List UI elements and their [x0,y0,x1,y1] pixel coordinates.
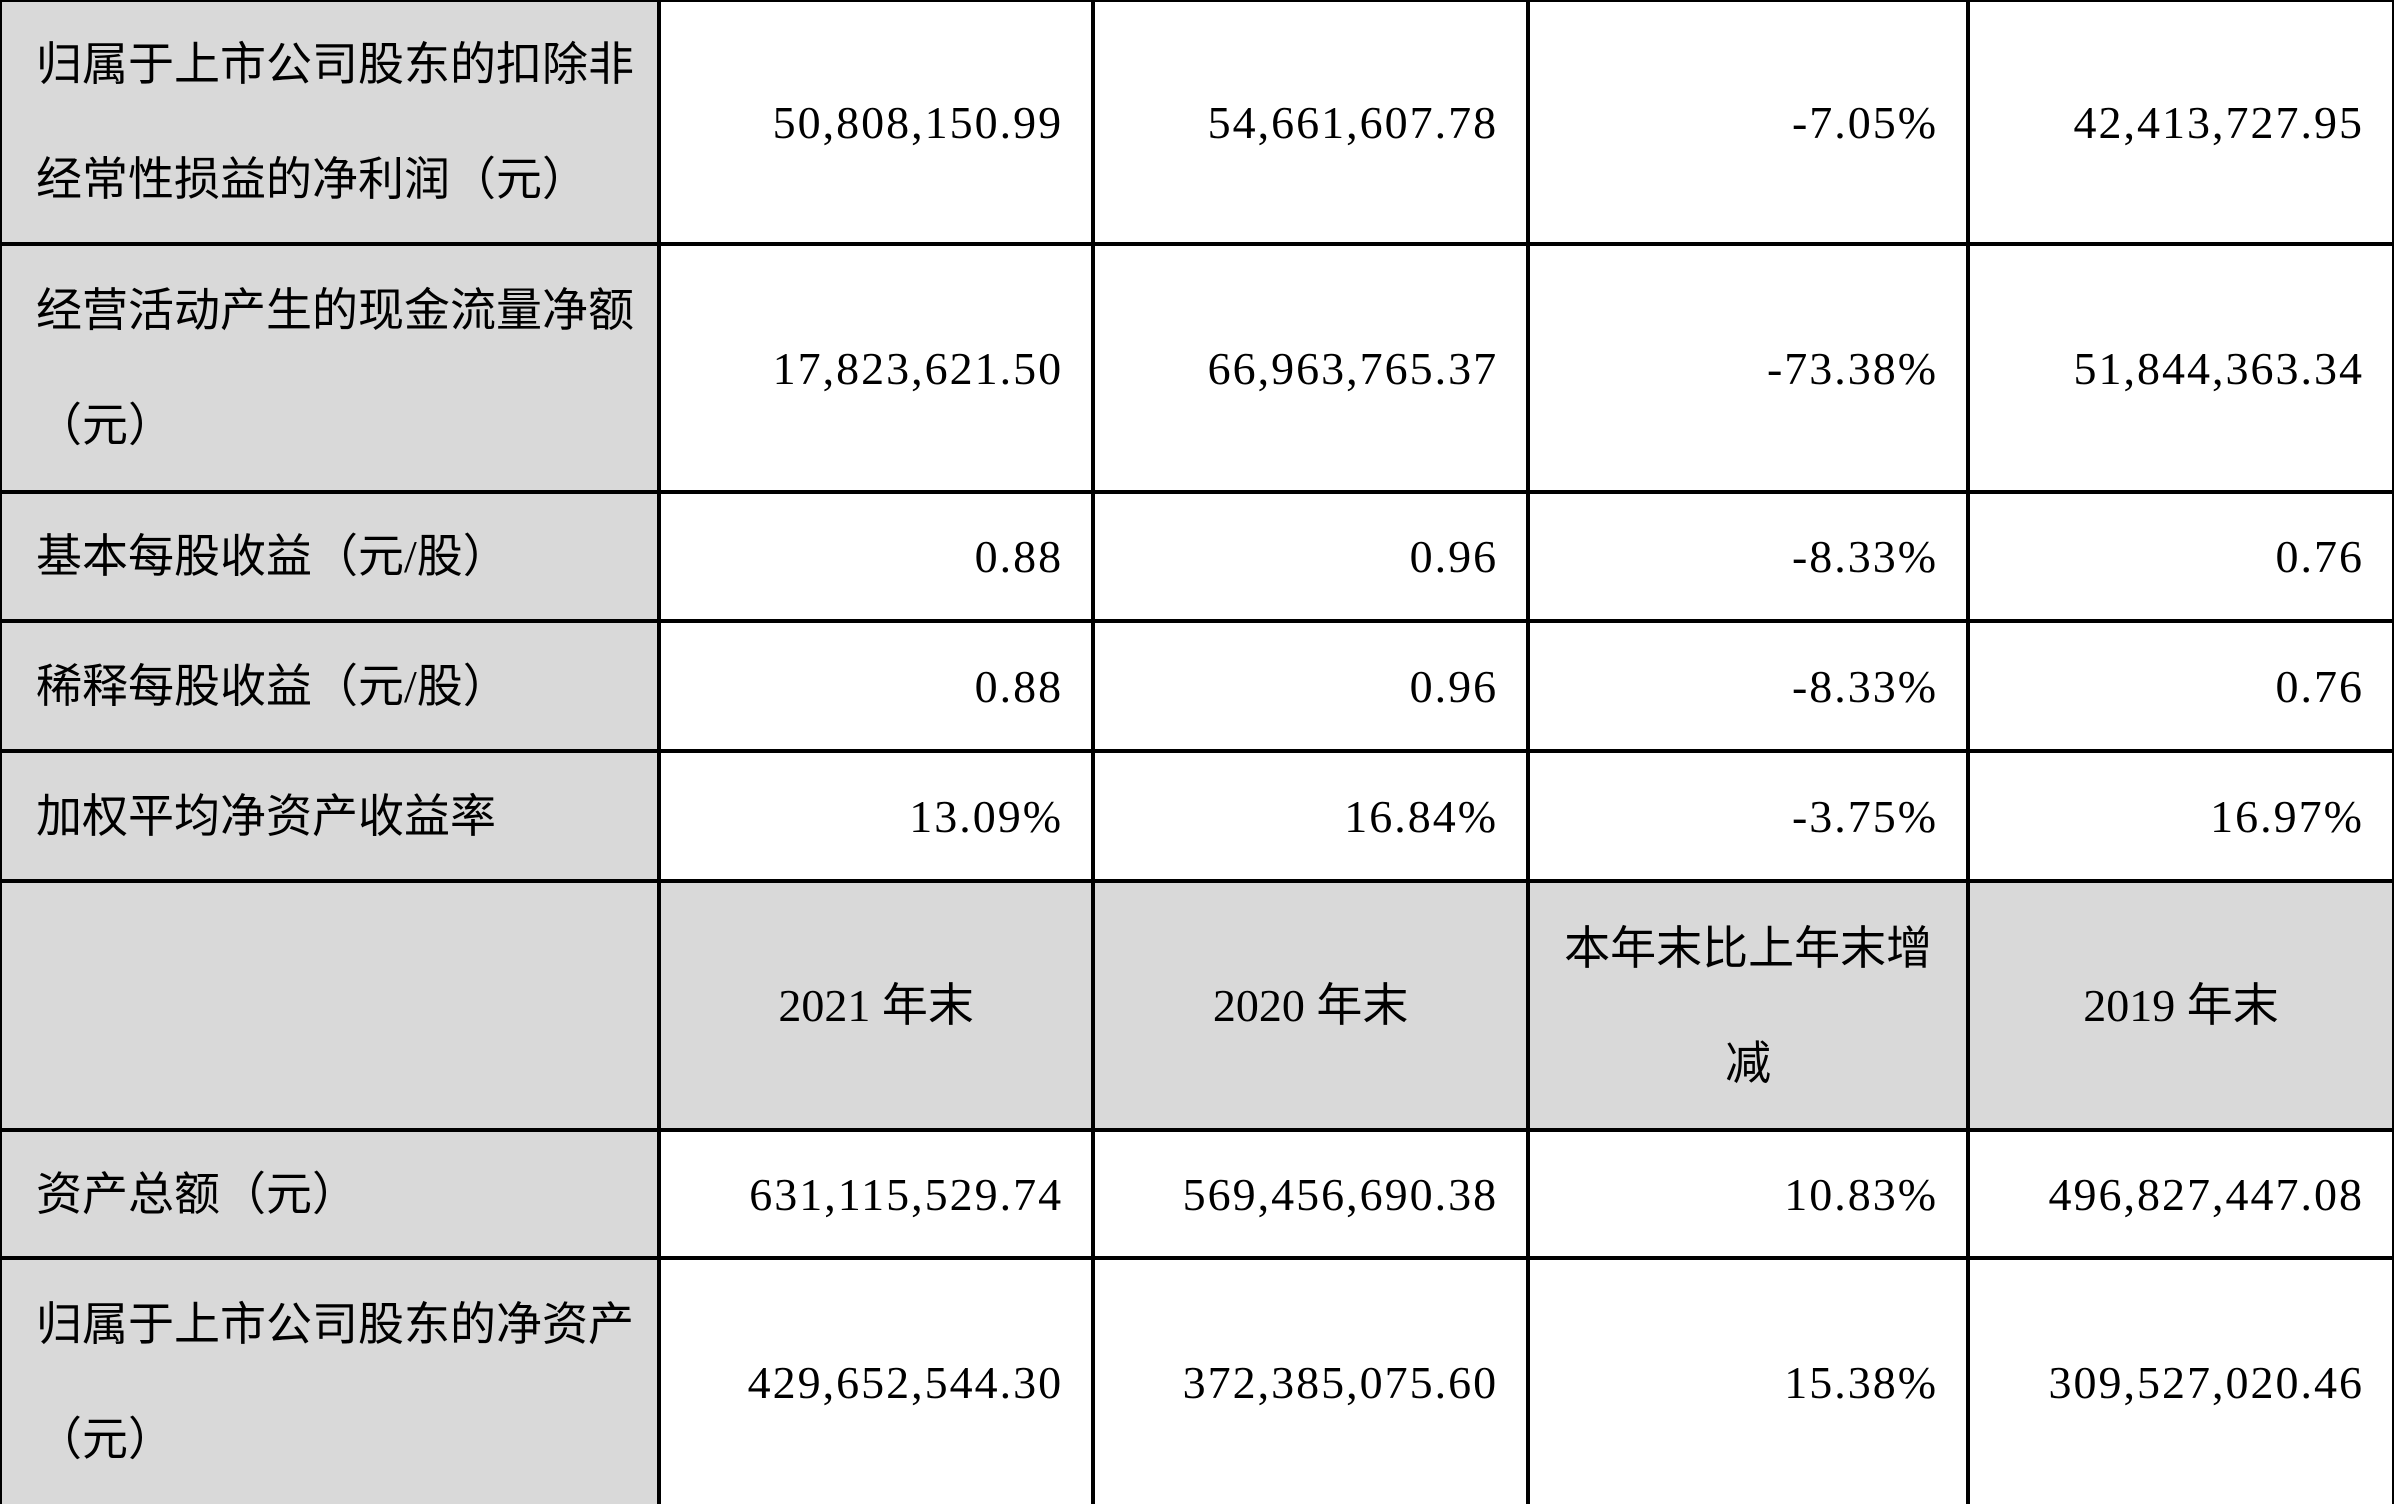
header-empty-cell [0,879,662,1132]
table-row-operating-cash-flow: 经营活动产生的现金流量净额 （元） 17,823,621.50 66,963,7… [0,242,2394,494]
cell-basic-eps-2019: 0.76 [1966,490,2394,623]
table-row-weighted-avg-roe: 加权平均净资产收益率 13.09% 16.84% -3.75% 16.97% [0,749,2394,883]
cell-deducted-net-profit-2020: 54,661,607.78 [1091,0,1531,246]
table-row-net-assets-attributable: 归属于上市公司股东的净资产 （元） 429,652,544.30 372,385… [0,1256,2394,1504]
cell-diluted-eps-change: -8.33% [1526,619,1971,753]
table-row-diluted-eps: 稀释每股收益（元/股） 0.88 0.96 -8.33% 0.76 [0,619,2394,753]
row-label-operating-cash-flow: 经营活动产生的现金流量净额 （元） [0,242,662,494]
row-label-diluted-eps: 稀释每股收益（元/股） [0,619,662,753]
cell-net-assets-2020: 372,385,075.60 [1091,1256,1531,1504]
cell-basic-eps-change: -8.33% [1526,490,1971,623]
cell-weighted-avg-roe-2019: 16.97% [1966,749,2394,883]
cell-operating-cash-flow-2021: 17,823,621.50 [657,242,1096,494]
cell-basic-eps-2020: 0.96 [1091,490,1531,623]
row-label-basic-eps: 基本每股收益（元/股） [0,490,662,623]
cell-total-assets-change: 10.83% [1526,1128,1971,1260]
cell-weighted-avg-roe-2020: 16.84% [1091,749,1531,883]
header-2021-year-end: 2021 年末 [657,879,1096,1132]
cell-deducted-net-profit-change: -7.05% [1526,0,1971,246]
cell-operating-cash-flow-2019: 51,844,363.34 [1966,242,2394,494]
cell-weighted-avg-roe-change: -3.75% [1526,749,1971,883]
cell-diluted-eps-2019: 0.76 [1966,619,2394,753]
table-row-total-assets: 资产总额（元） 631,115,529.74 569,456,690.38 10… [0,1128,2394,1260]
row-label-weighted-avg-roe: 加权平均净资产收益率 [0,749,662,883]
cell-net-assets-2019: 309,527,020.46 [1966,1256,2394,1504]
cell-weighted-avg-roe-2021: 13.09% [657,749,1096,883]
row-label-deducted-net-profit: 归属于上市公司股东的扣除非 经常性损益的净利润（元） [0,0,662,246]
table-row-deducted-net-profit: 归属于上市公司股东的扣除非 经常性损益的净利润（元） 50,808,150.99… [0,0,2394,246]
cell-operating-cash-flow-change: -73.38% [1526,242,1971,494]
cell-total-assets-2019: 496,827,447.08 [1966,1128,2394,1260]
cell-basic-eps-2021: 0.88 [657,490,1096,623]
row-label-net-assets-attributable: 归属于上市公司股东的净资产 （元） [0,1256,662,1504]
header-yoy-change: 本年末比上年末增 减 [1526,879,1971,1132]
cell-diluted-eps-2020: 0.96 [1091,619,1531,753]
cell-net-assets-change: 15.38% [1526,1256,1971,1504]
cell-total-assets-2020: 569,456,690.38 [1091,1128,1531,1260]
header-2020-year-end: 2020 年末 [1091,879,1531,1132]
table-row-basic-eps: 基本每股收益（元/股） 0.88 0.96 -8.33% 0.76 [0,490,2394,623]
table-row-period-header: 2021 年末 2020 年末 本年末比上年末增 减 2019 年末 [0,879,2394,1132]
cell-net-assets-2021: 429,652,544.30 [657,1256,1096,1504]
cell-total-assets-2021: 631,115,529.74 [657,1128,1096,1260]
row-label-total-assets: 资产总额（元） [0,1128,662,1260]
cell-diluted-eps-2021: 0.88 [657,619,1096,753]
cell-deducted-net-profit-2019: 42,413,727.95 [1966,0,2394,246]
cell-operating-cash-flow-2020: 66,963,765.37 [1091,242,1531,494]
cell-deducted-net-profit-2021: 50,808,150.99 [657,0,1096,246]
header-2019-year-end: 2019 年末 [1966,879,2394,1132]
